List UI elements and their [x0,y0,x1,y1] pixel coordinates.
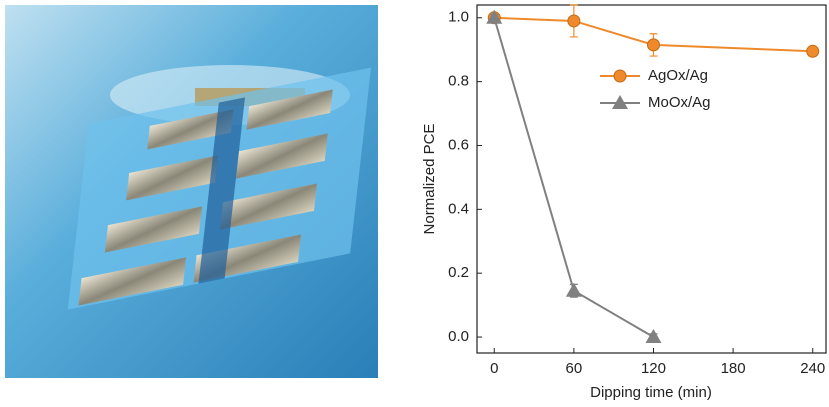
y-tick-label: 0.8 [448,73,469,90]
y-tick-label: 0.0 [448,328,469,345]
x-axis-label: Dipping time (min) [590,384,712,401]
marker [647,39,659,51]
marker [614,70,626,82]
figure: Normalized PCE Dipping time (min) 0.0 0.2… [0,0,829,407]
x-tick-label: 60 [566,360,583,377]
page: Normalized PCE Dipping time (min) 0.0 0.2… [0,0,829,407]
marker [645,329,661,343]
y-tick-label: 1.0 [448,9,469,26]
x-tick-label: 240 [800,360,825,377]
x-tick-label: 180 [721,360,746,377]
y-tick-label: 0.2 [448,264,469,281]
marker [566,283,582,297]
y-axis-label: Normalized PCE [421,124,438,235]
plot-frame [477,5,826,353]
y-tick-label: 0.6 [448,136,469,153]
x-tick-label: 0 [490,360,498,377]
x-tick-label: 120 [641,360,666,377]
photo [5,5,378,378]
legend-label: MoOx/Ag [648,94,711,111]
legend-label: AgOx/Ag [648,67,708,84]
y-tick-label: 0.4 [448,200,469,217]
marker [568,15,580,27]
marker [807,45,819,57]
